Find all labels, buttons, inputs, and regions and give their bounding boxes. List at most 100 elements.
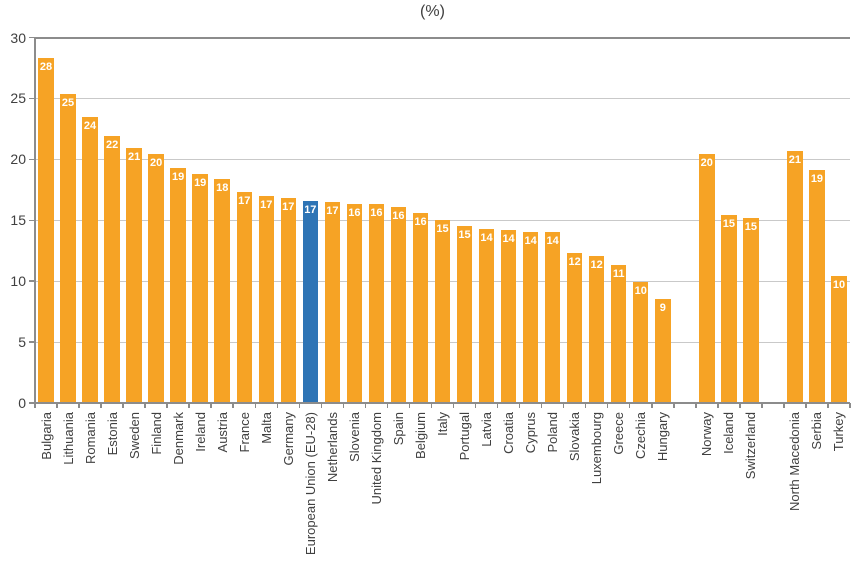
x-category-label: Slovenia bbox=[346, 412, 362, 462]
x-axis-tick bbox=[761, 403, 763, 408]
bar-value-label: 25 bbox=[61, 96, 75, 109]
x-category-label-wrap: Slovakia bbox=[566, 412, 584, 461]
chart-title: (%) bbox=[420, 3, 445, 20]
x-category-label: Finland bbox=[148, 412, 164, 455]
bar-romania bbox=[82, 116, 98, 403]
bar-greece bbox=[610, 265, 627, 403]
x-category-label: Hungary bbox=[655, 412, 671, 462]
x-category-label-wrap: North Macedonia bbox=[786, 412, 804, 511]
x-axis-tick bbox=[232, 403, 234, 408]
bar-bulgaria bbox=[38, 58, 54, 403]
bar-slovenia bbox=[346, 204, 363, 403]
x-category-label: Czechia bbox=[633, 412, 649, 459]
x-category-label: Iceland bbox=[721, 412, 737, 454]
x-category-label-wrap: Greece bbox=[610, 412, 628, 455]
x-category-label-wrap: Netherlands bbox=[323, 412, 341, 482]
bar-value-label: 15 bbox=[722, 218, 735, 231]
bar-european-union-eu-28- bbox=[302, 200, 319, 403]
y-axis-tick-label: 10 bbox=[10, 273, 26, 290]
bar-north-macedonia bbox=[787, 150, 803, 403]
bar-malta bbox=[258, 195, 275, 403]
x-axis-tick bbox=[452, 403, 455, 408]
x-axis-tick bbox=[717, 403, 719, 408]
x-category-label-wrap: Ireland bbox=[191, 412, 209, 452]
bar-value-label: 14 bbox=[502, 232, 515, 245]
x-category-label: Denmark bbox=[170, 412, 186, 465]
bar-value-label: 16 bbox=[414, 215, 427, 228]
bar-germany bbox=[280, 198, 297, 403]
x-category-label-wrap: Denmark bbox=[169, 412, 187, 465]
bar-value-label: 12 bbox=[568, 256, 581, 269]
x-axis-tick bbox=[584, 403, 587, 408]
x-category-label-wrap: Italy bbox=[434, 412, 452, 436]
bar-austria bbox=[214, 178, 230, 403]
x-category-label-wrap: Luxembourg bbox=[588, 412, 606, 484]
x-category-label-wrap: Austria bbox=[213, 412, 231, 452]
x-axis-tick bbox=[430, 403, 433, 408]
bar-denmark bbox=[170, 167, 186, 403]
x-category-label-wrap: Turkey bbox=[830, 412, 848, 451]
bar-value-label: 22 bbox=[105, 139, 119, 152]
x-category-label-wrap: Slovenia bbox=[345, 412, 363, 462]
bar-czechia bbox=[632, 282, 649, 403]
bar-slovakia bbox=[566, 253, 583, 403]
bar-norway bbox=[699, 154, 715, 403]
x-category-label: Switzerland bbox=[743, 412, 759, 480]
bar-value-label: 21 bbox=[788, 153, 802, 166]
x-category-label: Turkey bbox=[831, 412, 847, 452]
x-axis-tick bbox=[673, 403, 675, 408]
x-category-label-wrap: Germany bbox=[279, 412, 297, 465]
bar-netherlands bbox=[324, 201, 341, 403]
bar-latvia bbox=[478, 228, 495, 403]
x-axis-tick bbox=[364, 403, 367, 408]
x-category-label-wrap: Spain bbox=[389, 412, 407, 445]
x-category-label: Austria bbox=[214, 412, 230, 453]
x-axis-tick bbox=[606, 403, 609, 408]
y-axis-line bbox=[34, 37, 36, 408]
bar-value-label: 17 bbox=[304, 203, 317, 216]
bar-value-label: 28 bbox=[39, 61, 53, 74]
bar-value-label: 15 bbox=[744, 220, 757, 233]
bar-value-label: 19 bbox=[194, 176, 207, 189]
bar-value-label: 10 bbox=[634, 285, 647, 298]
x-category-label: Sweden bbox=[126, 412, 142, 459]
x-category-label: Netherlands bbox=[324, 412, 340, 483]
y-axis-tick bbox=[29, 341, 35, 343]
x-category-label: Estonia bbox=[104, 412, 120, 456]
y-axis-tick-label: 0 bbox=[18, 395, 26, 411]
bar-poland bbox=[544, 232, 561, 403]
x-axis-tick bbox=[56, 403, 58, 408]
x-axis-tick bbox=[254, 403, 257, 408]
bar-value-label: 16 bbox=[348, 207, 361, 220]
bar-portugal bbox=[456, 226, 473, 403]
x-category-label-wrap: Finland bbox=[147, 412, 165, 455]
x-category-label: Romania bbox=[82, 412, 98, 465]
bar-finland bbox=[148, 154, 164, 403]
bar-luxembourg bbox=[588, 255, 605, 403]
bar-serbia bbox=[809, 170, 825, 403]
bar-value-label: 14 bbox=[480, 231, 493, 244]
x-category-label: United Kingdom bbox=[368, 412, 384, 505]
bar-croatia bbox=[500, 229, 517, 403]
x-category-label-wrap: Belgium bbox=[411, 412, 429, 459]
x-category-label-wrap: United Kingdom bbox=[367, 412, 385, 505]
x-axis-tick bbox=[320, 403, 323, 408]
bar-value-label: 24 bbox=[83, 119, 97, 132]
bar-belgium bbox=[412, 212, 429, 403]
x-category-label-wrap: Poland bbox=[544, 412, 562, 452]
x-axis-tick bbox=[849, 403, 851, 408]
y-axis-tick bbox=[29, 158, 35, 161]
x-axis-tick bbox=[783, 403, 785, 408]
x-category-label: European Union (EU-28) bbox=[302, 412, 318, 556]
x-category-label-wrap: Switzerland bbox=[742, 412, 760, 479]
x-category-label: North Macedonia bbox=[787, 412, 803, 511]
bar-value-label: 17 bbox=[238, 195, 251, 208]
bar-value-label: 11 bbox=[612, 268, 625, 281]
bar-value-label: 17 bbox=[326, 204, 339, 217]
bar-sweden bbox=[126, 148, 142, 403]
x-axis-tick bbox=[496, 403, 499, 408]
x-category-label: France bbox=[236, 412, 252, 453]
x-category-label: Croatia bbox=[501, 412, 517, 454]
bar-value-label: 16 bbox=[370, 207, 383, 220]
